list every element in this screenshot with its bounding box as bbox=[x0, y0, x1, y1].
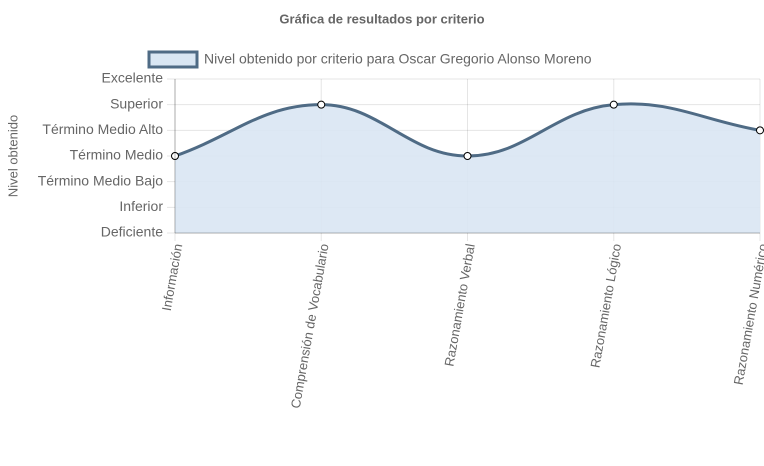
y-tick-label: Inferior bbox=[119, 198, 163, 214]
x-tick-label: Comprensión de Vocabulario bbox=[288, 243, 332, 410]
legend-label: Nivel obtenido por criterio para Oscar G… bbox=[204, 51, 592, 67]
x-tick-label: Razonamiento Lógico bbox=[587, 243, 624, 369]
y-tick-label: Término Medio bbox=[70, 147, 164, 163]
x-tick-label: Razonamiento Numérico bbox=[731, 243, 764, 387]
y-tick-label: Superior bbox=[110, 95, 163, 111]
point bbox=[463, 152, 472, 160]
area bbox=[175, 103, 760, 233]
point bbox=[317, 100, 326, 109]
chart-title: Gráfica de resultados por criterio bbox=[279, 11, 484, 26]
legend-swatch bbox=[147, 50, 199, 69]
x-tick-label: Razonamiento Verbal bbox=[441, 242, 477, 367]
y-axis-label: Nivel obtenido bbox=[5, 115, 20, 197]
y-tick-label: Término Medio Alto bbox=[42, 121, 163, 137]
point bbox=[609, 100, 618, 109]
x-tick-label: Información bbox=[159, 243, 186, 312]
y-tick-label: Excelente bbox=[102, 70, 164, 86]
y-tick-label: Deficiente bbox=[101, 224, 163, 240]
y-tick-label: Término Medio Bajo bbox=[38, 172, 163, 188]
point bbox=[171, 152, 179, 160]
point bbox=[756, 126, 764, 135]
